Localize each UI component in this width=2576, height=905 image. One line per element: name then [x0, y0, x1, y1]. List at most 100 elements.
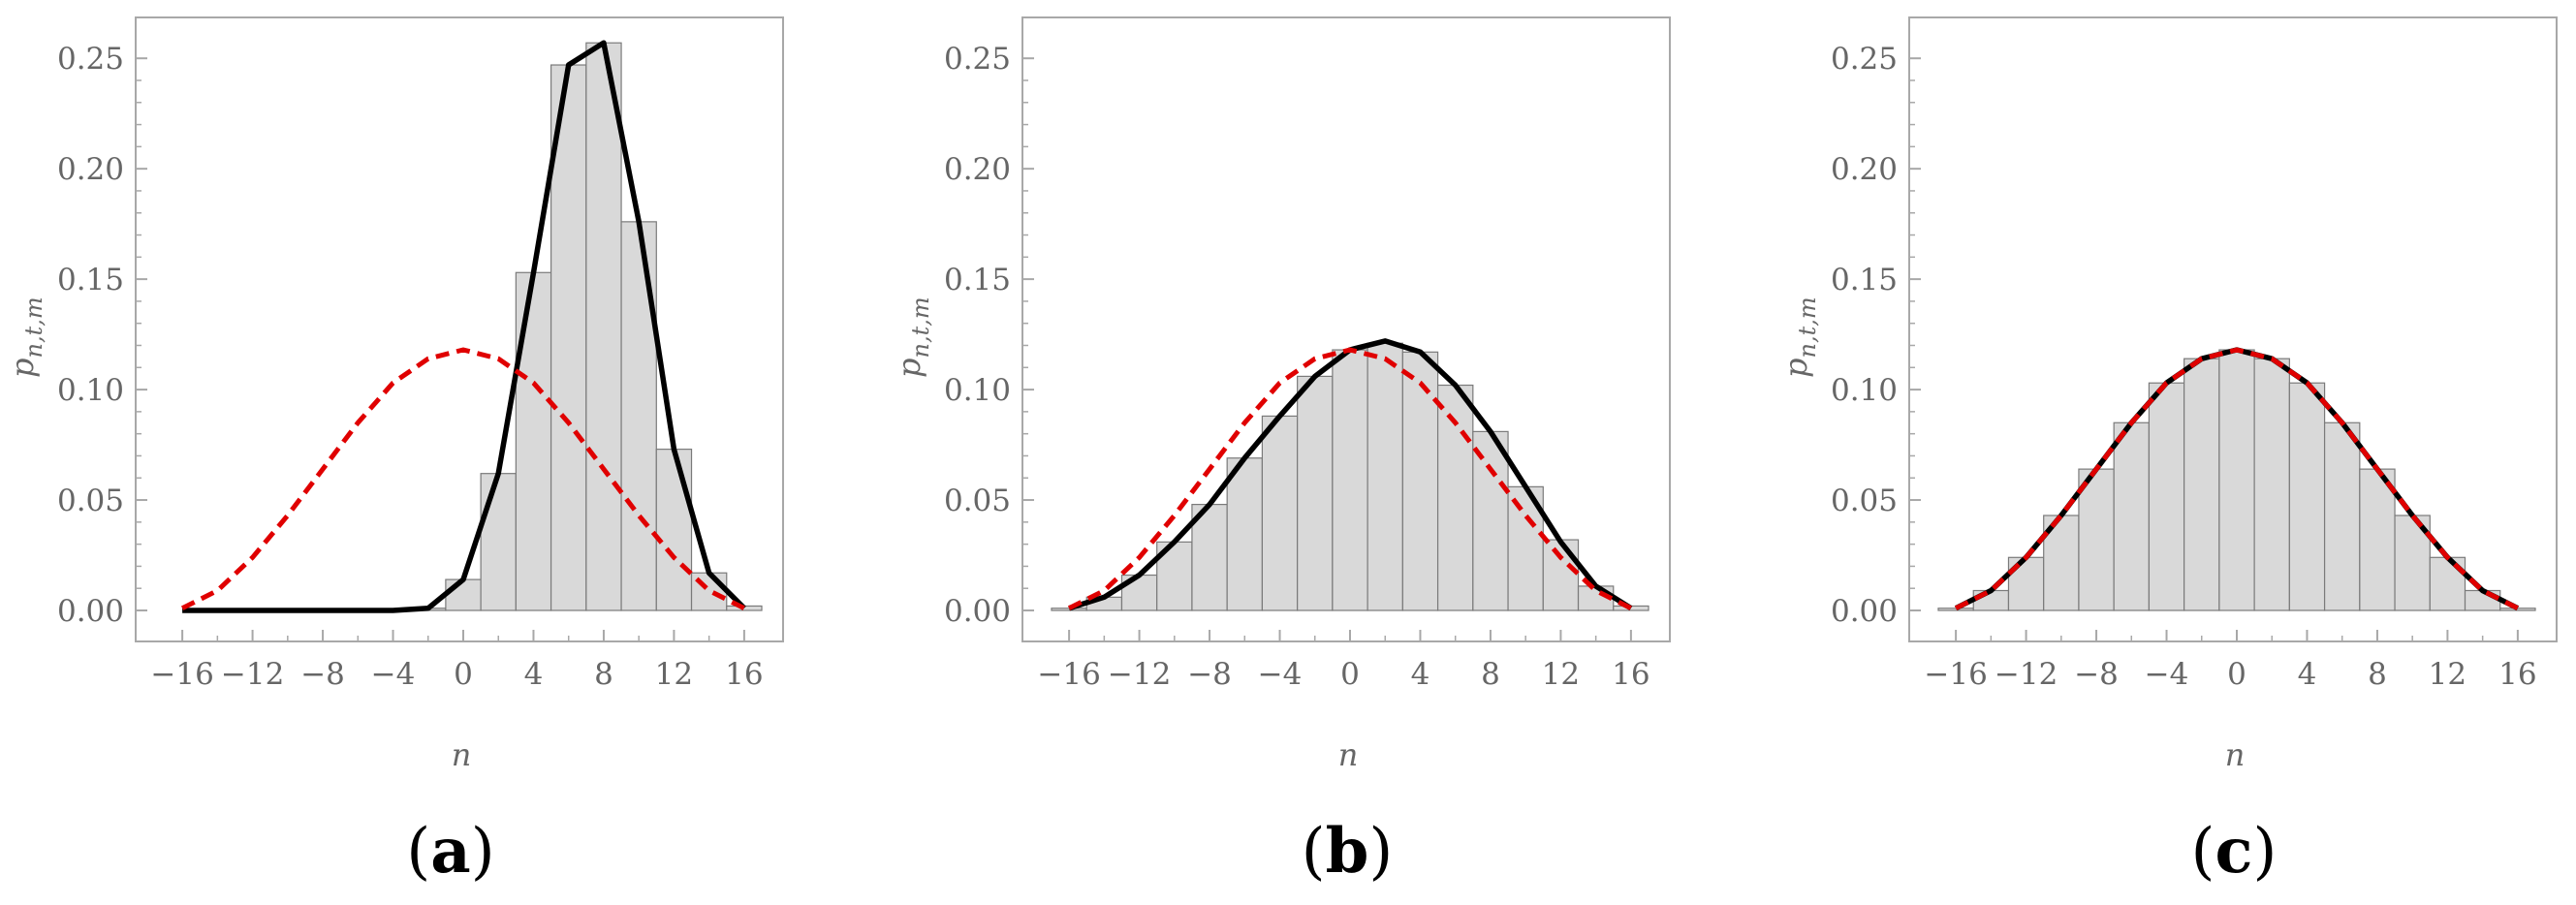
x-tick-label: −8 — [1187, 657, 1232, 692]
histogram-bar — [1226, 457, 1264, 611]
histogram-bar — [515, 271, 552, 611]
x-tick-label: −16 — [1037, 657, 1100, 692]
histogram-bar — [1472, 430, 1509, 611]
histogram-bar — [585, 42, 622, 611]
panel-label-open-paren: ( — [1302, 816, 1326, 888]
x-tick-label: 12 — [2429, 657, 2466, 692]
x-tick-label: 16 — [1612, 657, 1649, 692]
x-tick-label: 4 — [2298, 657, 2317, 692]
y-tick-label: 0.15 — [944, 263, 1011, 297]
panel-label-letter: c — [2215, 815, 2253, 888]
y-tick-label: 0.05 — [57, 484, 124, 518]
x-tick-label: 8 — [2368, 657, 2387, 692]
histogram-bar — [690, 572, 728, 611]
histogram-bar — [1367, 342, 1403, 611]
panel-label-open-paren: ( — [406, 816, 430, 888]
histogram-bar — [550, 64, 587, 611]
histogram-bar — [1261, 415, 1299, 611]
histogram-bar — [480, 473, 517, 611]
x-tick-label: 8 — [594, 657, 613, 692]
x-tick-label: 4 — [524, 657, 544, 692]
y-axis-title-subscript: n,t,m — [907, 296, 934, 358]
dashed-red-series-line — [1067, 347, 1633, 610]
y-tick-label: 0.00 — [944, 594, 1011, 629]
histogram-bar — [2253, 358, 2290, 611]
histogram-bar — [655, 449, 693, 611]
y-tick-label: 0.15 — [57, 263, 124, 297]
x-axis-title: n — [2225, 736, 2246, 773]
histogram-bar — [2218, 349, 2255, 611]
x-tick-label: −12 — [221, 657, 284, 692]
y-tick-label: 0.20 — [1831, 152, 1898, 187]
histogram-bar — [2113, 421, 2151, 611]
y-axis-title-subscript: n,t,m — [1794, 296, 1821, 358]
histogram-bar — [2288, 382, 2326, 611]
y-tick-label: 0.25 — [1831, 42, 1898, 77]
y-axis-title-subscript: n,t,m — [20, 296, 47, 358]
plot-frame — [1021, 16, 1671, 642]
panel-label: (c) — [2191, 815, 2278, 888]
y-axis-title-base: p — [4, 359, 41, 378]
panel-b: 0.00 0.05 0.10 0.15 0.20 0.25 −16 −12 −8 −4 0 4 8 12 1… — [891, 16, 1671, 888]
histogram-bar — [2078, 468, 2115, 611]
histogram-bar — [2148, 382, 2185, 611]
y-tick-label: 0.05 — [1831, 484, 1898, 518]
x-tick-label: −4 — [2145, 657, 2189, 692]
y-tick-label: 0.15 — [1831, 263, 1898, 297]
y-tick-label: 0.00 — [57, 594, 124, 629]
histogram-bar — [2499, 608, 2536, 611]
histogram-bar — [2183, 358, 2220, 611]
panel-c: 0.00 0.05 0.10 0.15 0.20 0.25 −16 −12 −8 −4 0 4 8 12 1… — [1777, 16, 2558, 888]
x-tick-label: 16 — [2498, 657, 2536, 692]
x-tick-label: −16 — [150, 657, 213, 692]
x-tick-label: 16 — [725, 657, 763, 692]
y-tick-label: 0.05 — [944, 484, 1011, 518]
x-tick-label: −4 — [371, 657, 416, 692]
histogram-bar — [1051, 608, 1087, 611]
y-tick-label: 0.20 — [944, 152, 1011, 187]
x-tick-label: 0 — [1340, 657, 1360, 692]
y-tick-label: 0.10 — [944, 373, 1011, 408]
histogram-bar — [620, 221, 657, 611]
panel-label-open-paren: ( — [2191, 816, 2215, 888]
x-tick-label: −12 — [1108, 657, 1171, 692]
plot-frame — [1908, 16, 2558, 642]
x-tick-label: 0 — [2227, 657, 2246, 692]
panel-label: (b) — [1302, 815, 1394, 888]
x-axis-title: n — [452, 736, 472, 773]
histogram-bar — [1297, 375, 1334, 611]
dashed-red-series-line — [1954, 347, 2520, 610]
y-axis-title-base: p — [1777, 359, 1814, 378]
x-tick-label: −4 — [1258, 657, 1303, 692]
dashed-red-series-line — [180, 347, 746, 610]
x-tick-label: 4 — [1411, 657, 1430, 692]
x-tick-label: 12 — [1542, 657, 1580, 692]
x-tick-label: −8 — [300, 657, 345, 692]
y-tick-label: 0.20 — [57, 152, 124, 187]
y-axis-title: pn,t,m — [891, 296, 934, 378]
histogram-bar — [1401, 351, 1439, 611]
solid-black-series-line — [182, 40, 746, 613]
panel-label-close-paren: ) — [471, 816, 495, 888]
x-axis-title: n — [1338, 736, 1359, 773]
histogram-bar — [2359, 468, 2396, 611]
x-tick-label: −16 — [1924, 657, 1987, 692]
histogram-bar — [2323, 421, 2361, 611]
histogram-bar — [2429, 556, 2466, 611]
panel-label-close-paren: ) — [1368, 816, 1393, 888]
y-tick-label: 0.00 — [1831, 594, 1898, 629]
x-tick-label: −12 — [1995, 657, 2058, 692]
histogram-bar — [1937, 608, 1974, 611]
histogram-bar — [1542, 539, 1580, 611]
histogram-bar — [1332, 349, 1368, 611]
panel-a: 0.00 0.05 0.10 0.15 0.20 0.25 −16 −12 −8 −4 0 4 8 12 1… — [4, 16, 784, 888]
histogram-bar — [2007, 556, 2045, 611]
y-tick-label: 0.25 — [944, 42, 1011, 77]
histogram-bar — [445, 578, 482, 611]
y-axis-title-base: p — [891, 359, 927, 378]
panel-label: (a) — [406, 815, 494, 888]
x-tick-label: 0 — [454, 657, 473, 692]
panel-label-letter: b — [1326, 815, 1369, 888]
y-tick-label: 0.10 — [1831, 373, 1898, 408]
